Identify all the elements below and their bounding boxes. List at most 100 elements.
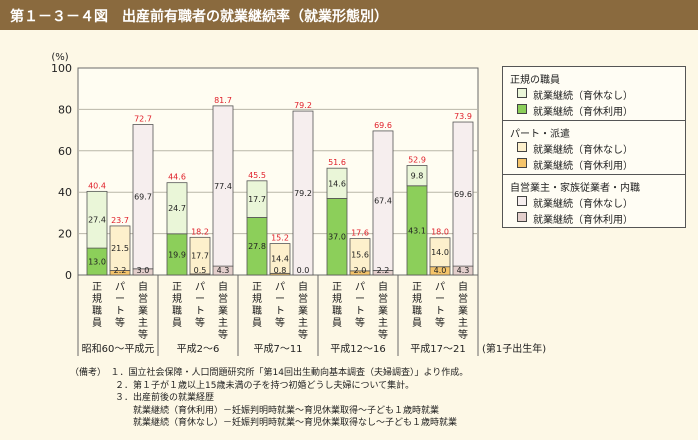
bar-type-label-char: 自 <box>458 280 468 293</box>
bar-type-label-char: 規 <box>92 293 102 305</box>
data-label-without-leave: 17.7 <box>248 195 266 204</box>
legend-label: 就業継続（育休なし） <box>533 91 633 102</box>
x-tick-label: 平成7～11 <box>253 343 302 355</box>
y-tick-label: 80 <box>58 103 72 116</box>
bar-type-label-char: ー <box>275 294 285 305</box>
data-label-total: 17.6 <box>351 229 369 238</box>
bar-type-label-char: 等 <box>435 316 445 329</box>
bar-segment-without-leave <box>326 167 348 199</box>
data-label-total: 23.7 <box>111 216 129 225</box>
legend-divider <box>503 174 685 175</box>
bar-type-label-char: 正 <box>252 282 262 293</box>
data-label-with-leave: 0.8 <box>274 266 287 275</box>
data-label-without-leave: 67.4 <box>374 197 392 206</box>
bar-type-label-char: ト <box>115 306 125 317</box>
data-label-without-leave: 69.7 <box>134 193 152 202</box>
bar-segment-without-leave <box>429 237 451 268</box>
x-tick-label: 平成17～21 <box>410 343 465 355</box>
data-label-with-leave: 27.8 <box>248 242 266 251</box>
data-label-total: 79.2 <box>294 101 312 110</box>
data-label-without-leave: 14.0 <box>431 248 449 257</box>
legend-group-title-regular: 正規の職員 <box>510 75 560 86</box>
bar-type-label-char: 職 <box>412 305 422 317</box>
data-label-total: 51.6 <box>328 158 346 167</box>
bar-segment-without-leave <box>349 238 371 272</box>
data-label-without-leave: 17.7 <box>191 252 209 261</box>
bar-segment-without-leave <box>189 236 211 275</box>
legend: 正規の職員 就業継続（育休なし） 就業継続（育休利用） パート・派遣 就業継続（… <box>502 66 686 228</box>
data-label-total: 18.2 <box>191 227 209 236</box>
chart-title: 第１－３－４図 出産前有職者の就業継続率（就業形態別） <box>10 9 388 25</box>
bar-type-label-char: 規 <box>412 293 422 305</box>
bar-type-label-char: 正 <box>412 282 422 293</box>
data-label-with-leave: 2.2 <box>114 266 127 275</box>
bar-segment-without-leave <box>109 225 131 271</box>
y-tick-label: 60 <box>58 145 72 158</box>
bar-type-label-char: 等 <box>275 316 285 329</box>
data-label-total: 40.4 <box>88 181 106 190</box>
data-label-with-leave: 37.0 <box>328 233 346 242</box>
data-label-without-leave: 77.4 <box>214 182 232 191</box>
legend-group-title-part: パート・派遣 <box>510 129 570 140</box>
bar-segment-without-leave <box>132 124 154 270</box>
bar-type-label-char: 業 <box>378 304 388 317</box>
bar-type-label-char: 正 <box>172 282 182 293</box>
bar-segment-without-leave <box>372 130 394 271</box>
bar-type-label-char: パ <box>355 281 365 293</box>
y-tick-label: 20 <box>58 228 72 241</box>
legend-swatch <box>517 212 527 222</box>
data-label-without-leave: 27.4 <box>88 216 106 225</box>
bar-type-label-char: 等 <box>115 316 125 329</box>
bar-type-label-char: ト <box>435 306 445 317</box>
legend-swatch <box>517 142 527 152</box>
bar-type-label-char: 営 <box>218 292 228 305</box>
data-label-with-leave: 2.2 <box>377 266 390 275</box>
bar-type-label-char: 業 <box>458 304 468 317</box>
data-label-total: 45.5 <box>248 171 266 180</box>
data-label-without-leave: 14.4 <box>271 254 289 263</box>
x-tick-label: 平成12～16 <box>330 343 385 355</box>
bar-type-label-char: ト <box>355 306 365 317</box>
bar-type-label-char: ー <box>355 294 365 305</box>
bar-segment-without-leave <box>269 243 291 274</box>
data-label-with-leave: 2.0 <box>354 266 367 275</box>
bar-type-label-char: パ <box>275 281 285 293</box>
data-label-with-leave: 13.0 <box>88 258 106 267</box>
bar-type-label-char: 主 <box>378 317 388 329</box>
data-label-with-leave: 19.9 <box>168 250 186 259</box>
data-label-total: 44.6 <box>168 173 186 182</box>
bar-type-label-char: ー <box>115 294 125 305</box>
data-label-without-leave: 69.6 <box>454 190 472 199</box>
legend-group-title-self: 自営業主・家族従業者・内職 <box>510 183 640 194</box>
bar-type-label-char: 自 <box>378 280 388 293</box>
legend-label: 就業継続（育休利用） <box>533 215 633 226</box>
bar-type-label-char: 営 <box>378 292 388 305</box>
y-tick-label: 0 <box>65 269 72 282</box>
bar-type-label-char: 規 <box>172 293 182 305</box>
data-label-with-leave: 3.0 <box>137 266 150 275</box>
y-tick-label: 40 <box>58 186 72 199</box>
bar-type-label-char: 員 <box>92 317 102 329</box>
data-label-with-leave: 4.3 <box>457 266 470 275</box>
bar-type-label-char: 業 <box>218 304 228 317</box>
note-line: 就業継続（育休利用）－妊娠判明時就業～育児休業取得～子ども１歳時就業 <box>70 405 440 416</box>
bar-segment-without-leave <box>212 105 234 267</box>
bar-type-label-char: 主 <box>298 317 308 329</box>
data-label-total: 52.9 <box>408 155 426 164</box>
y-tick-label: 100 <box>51 62 72 75</box>
title-bar: 第１－３－４図 出産前有職者の就業継続率（就業形態別） <box>0 0 698 30</box>
bar-type-label-char: 等 <box>138 328 148 341</box>
bar-type-label-char: パ <box>115 281 125 293</box>
note-line: 就業継続（育休なし）－妊娠判明時就業～育児休業取得なし～子ども１歳時就業 <box>70 418 458 428</box>
bar-type-label-char: ト <box>275 306 285 317</box>
legend-divider <box>503 120 685 121</box>
bar-type-label-char: パ <box>435 281 445 293</box>
legend-swatch <box>517 104 527 114</box>
legend-swatch <box>517 88 527 98</box>
bar-type-label-char: 等 <box>218 328 228 341</box>
data-label-with-leave: 4.3 <box>217 266 230 275</box>
data-label-total: 73.9 <box>454 112 472 121</box>
bar-segment-without-leave <box>292 110 314 276</box>
bar-segment-without-leave <box>406 165 428 187</box>
bar-type-label-char: 営 <box>458 292 468 305</box>
